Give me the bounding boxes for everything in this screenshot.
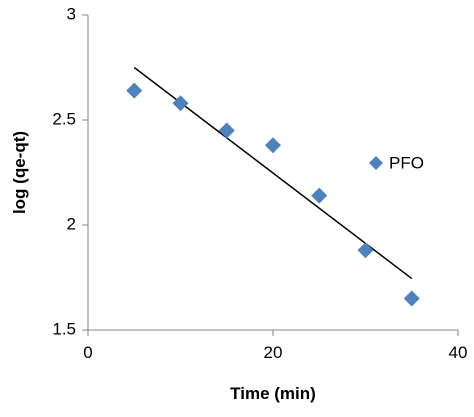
y-tick-label: 2.5 [52,109,76,128]
x-axis-ticks: 0 20 40 [83,330,467,362]
y-tick-label: 1.5 [52,319,76,338]
x-tick-label: 0 [83,343,92,362]
y-axis-title: log (qe-qt) [10,131,29,214]
series-points [126,82,420,307]
legend-label-pfo: PFO [389,153,424,172]
y-axis-ticks: 1.5 2 2.5 3 [52,4,88,338]
legend-marker-pfo [369,156,383,170]
y-tick-label: 2 [67,214,76,233]
x-tick-label: 40 [449,343,468,362]
data-point [357,242,374,259]
legend: PFO [369,153,424,172]
plot-area: 1.5 2 2.5 3 0 20 40 [52,4,467,362]
y-tick-label: 3 [67,4,76,23]
data-point [403,290,420,307]
x-tick-label: 20 [264,343,283,362]
data-point [311,187,328,204]
data-point [126,82,143,99]
data-point [265,137,281,154]
x-axis-title: Time (min) [230,384,316,403]
data-point [218,122,235,139]
data-point [172,95,189,112]
